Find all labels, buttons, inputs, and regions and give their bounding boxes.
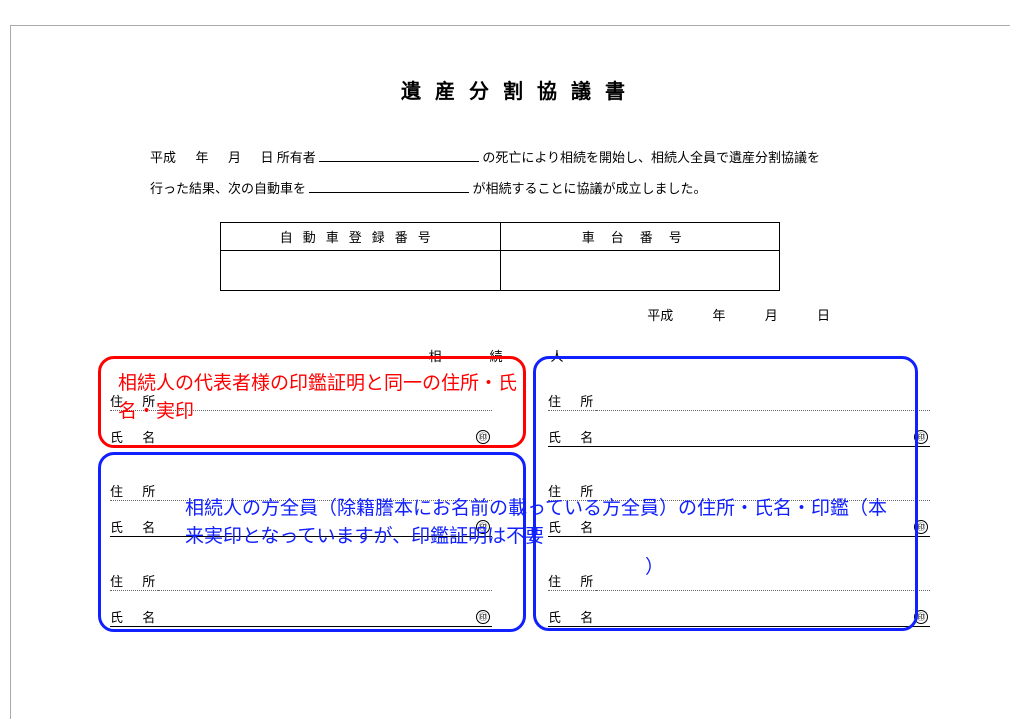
seal-icon: ㊞	[476, 430, 490, 444]
name-row: 氏 名 ㊞	[548, 419, 930, 447]
seal-icon: ㊞	[914, 610, 928, 624]
month-label: 月	[228, 150, 241, 165]
address-label: 住 所	[110, 571, 158, 591]
inheritor-blank[interactable]	[309, 179, 469, 193]
heir-block: 住 所 氏 名 ㊞	[548, 383, 930, 447]
chassis-number-cell[interactable]	[500, 251, 780, 291]
heir-block: 住 所 氏 名 ㊞	[548, 563, 930, 627]
name-row: 氏 名 ㊞	[548, 599, 930, 627]
seal-icon: ㊞	[914, 520, 928, 534]
name-label: 氏 名	[110, 517, 158, 537]
intro-prefix-2: 行った結果、次の自動車を	[150, 181, 306, 196]
intro-paragraph: 平成 年 月 日 所有者 の死亡により相続を開始し、相続人全員で遺産分割協議を …	[100, 142, 940, 204]
annotation-text-blue: 相続人の方全員（除籍謄本にお名前の載っている方全員）の住所・氏名・印鑑（本来実印…	[185, 495, 895, 550]
name-label: 氏 名	[110, 427, 158, 447]
day-owner-label: 日 所有者	[261, 150, 316, 165]
seal-icon: ㊞	[476, 610, 490, 624]
heir-section-title: 相続人	[100, 346, 940, 365]
date-era: 平成	[647, 308, 673, 323]
date-day: 日	[817, 308, 830, 323]
annotation-text-blue-tail: ）	[645, 554, 664, 582]
address-line[interactable]	[596, 383, 930, 411]
address-line[interactable]	[158, 563, 492, 591]
vehicle-table-wrap: 自動車登録番号 車台番号	[220, 222, 940, 291]
address-label: 住 所	[110, 481, 158, 501]
document-content: 遺産分割協議書 平成 年 月 日 所有者 の死亡により相続を開始し、相続人全員で…	[10, 25, 1010, 653]
era-label: 平成	[150, 150, 176, 165]
address-row: 住 所	[548, 563, 930, 591]
name-row: 氏 名 ㊞	[110, 599, 492, 627]
document-title: 遺産分割協議書	[100, 75, 940, 104]
owner-blank[interactable]	[319, 148, 479, 162]
col1-header: 自動車登録番号	[280, 230, 441, 245]
intro-suffix-1: の死亡により相続を開始し、相続人全員で遺産分割協議を	[482, 150, 820, 165]
vehicle-table: 自動車登録番号 車台番号	[220, 222, 780, 291]
agreement-date: 平成 年 月 日	[100, 305, 940, 324]
address-row: 住 所	[110, 563, 492, 591]
name-label: 氏 名	[110, 607, 158, 627]
date-month: 月	[765, 308, 778, 323]
name-label: 氏 名	[548, 427, 596, 447]
name-line[interactable]: ㊞	[158, 599, 492, 627]
address-row: 住 所	[548, 383, 930, 411]
name-line[interactable]: ㊞	[596, 419, 930, 447]
annotation-text-red: 相続人の代表者様の印鑑証明と同一の住所・氏名・実印	[118, 370, 518, 425]
year-label: 年	[196, 150, 209, 165]
intro-suffix-2: が相続することに協議が成立しました。	[473, 181, 707, 196]
reg-number-cell[interactable]	[221, 251, 501, 291]
date-year: 年	[712, 308, 725, 323]
heir-block: 住 所 氏 名 ㊞	[110, 563, 492, 627]
seal-icon: ㊞	[914, 430, 928, 444]
address-label: 住 所	[548, 391, 596, 411]
name-label: 氏 名	[548, 607, 596, 627]
address-label: 住 所	[548, 571, 596, 591]
col2-header: 車台番号	[582, 230, 698, 245]
name-line[interactable]: ㊞	[596, 599, 930, 627]
